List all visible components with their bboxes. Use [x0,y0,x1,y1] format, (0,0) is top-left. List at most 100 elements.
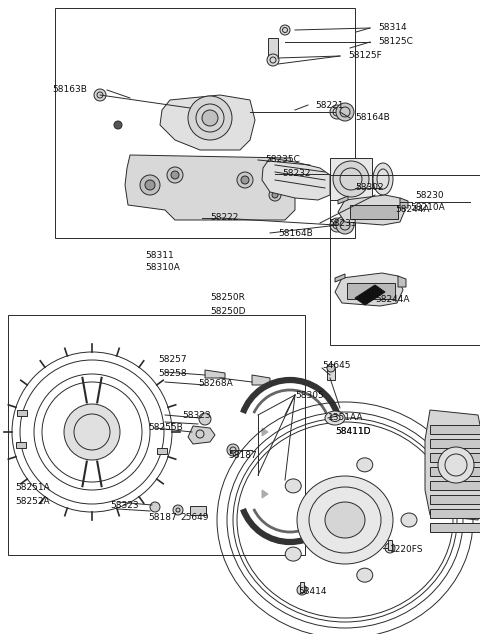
Text: 58232: 58232 [282,169,311,179]
Polygon shape [262,158,330,200]
Text: 58222: 58222 [210,214,239,223]
Text: 58252A: 58252A [15,498,49,507]
Text: 58310A: 58310A [145,264,180,273]
Text: 58257: 58257 [158,356,187,365]
Ellipse shape [285,547,301,561]
Circle shape [438,447,474,483]
Polygon shape [262,428,268,436]
Bar [430,439,480,448]
Text: 58210A: 58210A [410,204,445,212]
Circle shape [167,167,183,183]
Circle shape [267,54,279,66]
Polygon shape [338,196,348,204]
Bar [8,315,305,555]
Text: 58323: 58323 [182,410,211,420]
Ellipse shape [357,458,373,472]
Text: 58250R: 58250R [210,294,245,302]
Polygon shape [16,441,26,448]
Polygon shape [188,426,215,444]
Text: 1351AA: 1351AA [328,413,363,422]
Ellipse shape [325,502,365,538]
Polygon shape [400,198,408,208]
Polygon shape [355,285,385,305]
Bar [430,523,480,532]
Circle shape [336,216,354,234]
Text: 58311: 58311 [145,250,174,259]
Text: 58411D: 58411D [335,427,371,436]
Text: 58251A: 58251A [15,484,50,493]
Text: 58233: 58233 [328,219,357,228]
Circle shape [330,218,344,232]
Circle shape [150,502,160,512]
Circle shape [333,161,369,197]
Bar [327,368,335,380]
Circle shape [94,89,106,101]
Text: 58244A: 58244A [395,205,430,214]
Circle shape [241,176,249,184]
Polygon shape [338,195,405,225]
Polygon shape [335,274,345,282]
Polygon shape [425,410,480,520]
Ellipse shape [285,479,301,493]
Text: 58125C: 58125C [378,37,413,46]
Circle shape [188,96,232,140]
Text: 58235C: 58235C [265,155,300,164]
Text: 58268A: 58268A [198,378,233,387]
Polygon shape [156,448,167,454]
Circle shape [140,175,160,195]
Text: 54645: 54645 [322,361,350,370]
Polygon shape [125,155,295,220]
Circle shape [336,103,354,121]
Text: 58255B: 58255B [148,422,183,432]
Polygon shape [252,375,270,385]
Bar [190,506,206,515]
Polygon shape [205,370,225,378]
Bar [330,158,372,200]
Bar [430,453,480,462]
Ellipse shape [357,568,373,582]
Circle shape [237,172,253,188]
Bar [430,467,480,476]
Circle shape [269,189,281,201]
Bar [388,540,392,550]
Circle shape [199,413,211,425]
Ellipse shape [325,411,345,425]
Text: 58163B: 58163B [52,86,87,94]
Bar [430,481,480,490]
Bar [350,205,398,219]
Circle shape [171,171,179,179]
Text: 58187: 58187 [228,451,257,460]
Ellipse shape [401,513,417,527]
Text: 58305: 58305 [295,391,324,399]
Text: 58302: 58302 [355,183,384,193]
Text: 58230: 58230 [415,190,444,200]
Bar [330,175,480,345]
Text: 58250D: 58250D [210,307,245,316]
Circle shape [330,105,344,119]
Bar [347,283,395,299]
Polygon shape [17,410,27,417]
Text: 58164B: 58164B [278,228,313,238]
Text: 58187: 58187 [148,514,177,522]
Text: 58164B: 58164B [355,113,390,122]
Polygon shape [398,276,406,287]
Bar [300,582,304,592]
Ellipse shape [373,163,393,195]
Text: 58125F: 58125F [348,51,382,60]
Text: 58323: 58323 [110,500,139,510]
Bar [55,8,355,238]
Circle shape [227,444,239,456]
Text: 58221: 58221 [315,101,344,110]
Bar [430,425,480,434]
Bar [268,38,278,58]
Text: 25649: 25649 [180,514,208,522]
Text: 58411D: 58411D [335,427,371,436]
Circle shape [114,121,122,129]
Circle shape [173,505,183,515]
Circle shape [64,404,120,460]
Ellipse shape [297,476,393,564]
Circle shape [145,180,155,190]
Bar [430,495,480,504]
Circle shape [280,25,290,35]
Text: 58244A: 58244A [375,295,409,304]
